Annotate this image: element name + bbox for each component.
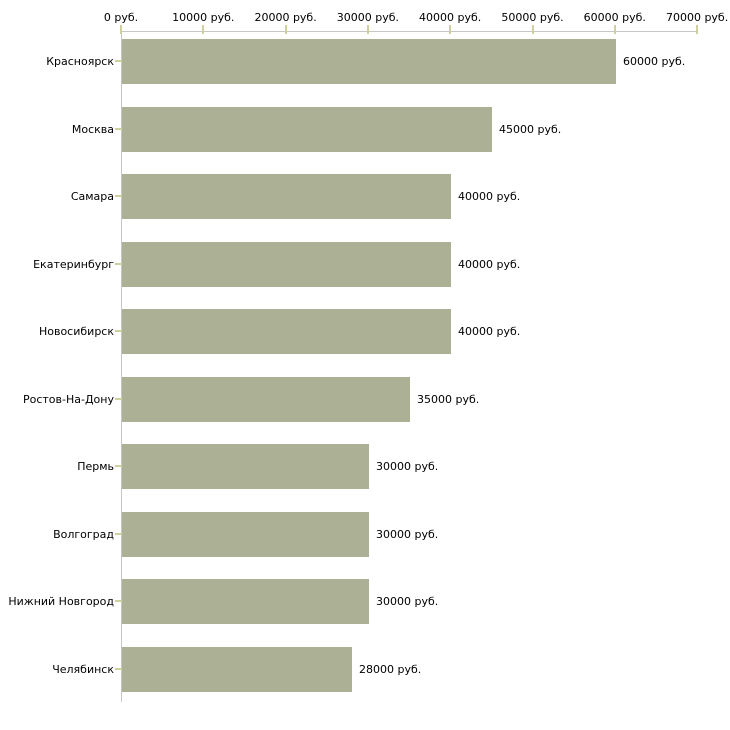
category-tick-mark — [115, 465, 122, 467]
bar-value-label: 40000 руб. — [458, 325, 521, 338]
category-label: Челябинск — [52, 662, 114, 676]
bar — [122, 376, 410, 422]
bar-value-label: 30000 руб. — [376, 595, 439, 608]
bar-row: Нижний Новгород 30000 руб. — [0, 579, 730, 624]
y-axis-line — [121, 31, 122, 702]
x-tick-label: 60000 руб. — [583, 11, 646, 24]
bar-value-label: 40000 руб. — [458, 257, 521, 271]
bar-value-label: 40000 руб. — [458, 190, 521, 203]
bar-value-label: 30000 руб. — [376, 527, 439, 541]
bar-row: Екатеринбург 40000 руб. — [0, 241, 730, 287]
bar — [122, 309, 451, 354]
category-tick-mark — [115, 195, 122, 197]
bar — [122, 444, 369, 489]
category-label: Ростов-На-Дону — [22, 392, 114, 406]
x-tick-label: 20000 руб. — [254, 11, 317, 24]
x-tick-label: 40000 руб. — [419, 11, 482, 24]
x-tick-mark — [120, 25, 122, 34]
category-label: Красноярск — [46, 55, 114, 68]
bar — [122, 174, 451, 219]
category-tick-mark — [115, 330, 122, 332]
bar — [122, 106, 492, 152]
category-label: Екатеринбург — [33, 257, 114, 271]
x-tick-label: 70000 руб. — [665, 11, 729, 24]
x-tick-label: 0 руб. — [103, 11, 139, 24]
category-tick-mark — [115, 600, 122, 602]
category-tick-mark — [115, 397, 122, 400]
x-tick-mark — [366, 25, 369, 34]
bar-row: Красноярск 60000 руб. — [0, 39, 730, 84]
bar-row: Волгоград 30000 руб. — [0, 511, 730, 557]
bar-value-label: 45000 руб. — [499, 122, 562, 136]
x-axis-line — [121, 31, 697, 32]
category-label: Пермь — [77, 460, 114, 473]
category-label: Самара — [70, 190, 114, 203]
bar-row: Москва 45000 руб. — [0, 106, 730, 152]
x-tick-mark — [696, 25, 699, 34]
category-tick-mark — [115, 262, 122, 265]
bar-row: Ростов-На-Дону 35000 руб. — [0, 376, 730, 422]
bar-value-label: 28000 руб. — [359, 662, 422, 676]
x-tick-label: 10000 руб. — [172, 11, 235, 24]
bar — [122, 241, 451, 287]
bar-row: Новосибирск 40000 руб. — [0, 309, 730, 354]
x-tick-mark — [613, 25, 616, 34]
bar — [122, 579, 369, 624]
bar-value-label: 35000 руб. — [417, 392, 480, 406]
bar-value-label: 30000 руб. — [376, 460, 439, 473]
bar-value-label: 60000 руб. — [623, 55, 686, 68]
category-tick-mark — [115, 127, 122, 130]
category-label: Москва — [71, 122, 114, 136]
x-tick-mark — [449, 25, 452, 34]
x-tick-label: 30000 руб. — [336, 11, 400, 24]
bar-row: Самара 40000 руб. — [0, 174, 730, 219]
bar — [122, 511, 369, 557]
x-tick-label: 50000 руб. — [501, 11, 564, 24]
category-tick-mark — [115, 60, 122, 62]
bar-row: Пермь 30000 руб. — [0, 444, 730, 489]
bar-row: Челябинск 28000 руб. — [0, 646, 730, 692]
x-tick-mark — [531, 25, 534, 34]
category-label: Нижний Новгород — [8, 595, 114, 608]
category-label: Новосибирск — [38, 325, 114, 338]
category-tick-mark — [115, 667, 122, 670]
x-tick-mark — [202, 25, 205, 34]
bar — [122, 646, 352, 692]
x-tick-mark — [284, 25, 287, 34]
bar — [122, 39, 616, 84]
category-label: Волгоград — [53, 527, 114, 541]
category-tick-mark — [115, 532, 122, 535]
